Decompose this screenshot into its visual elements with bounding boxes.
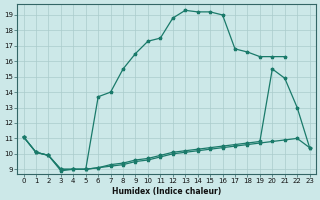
X-axis label: Humidex (Indice chaleur): Humidex (Indice chaleur)	[112, 187, 221, 196]
